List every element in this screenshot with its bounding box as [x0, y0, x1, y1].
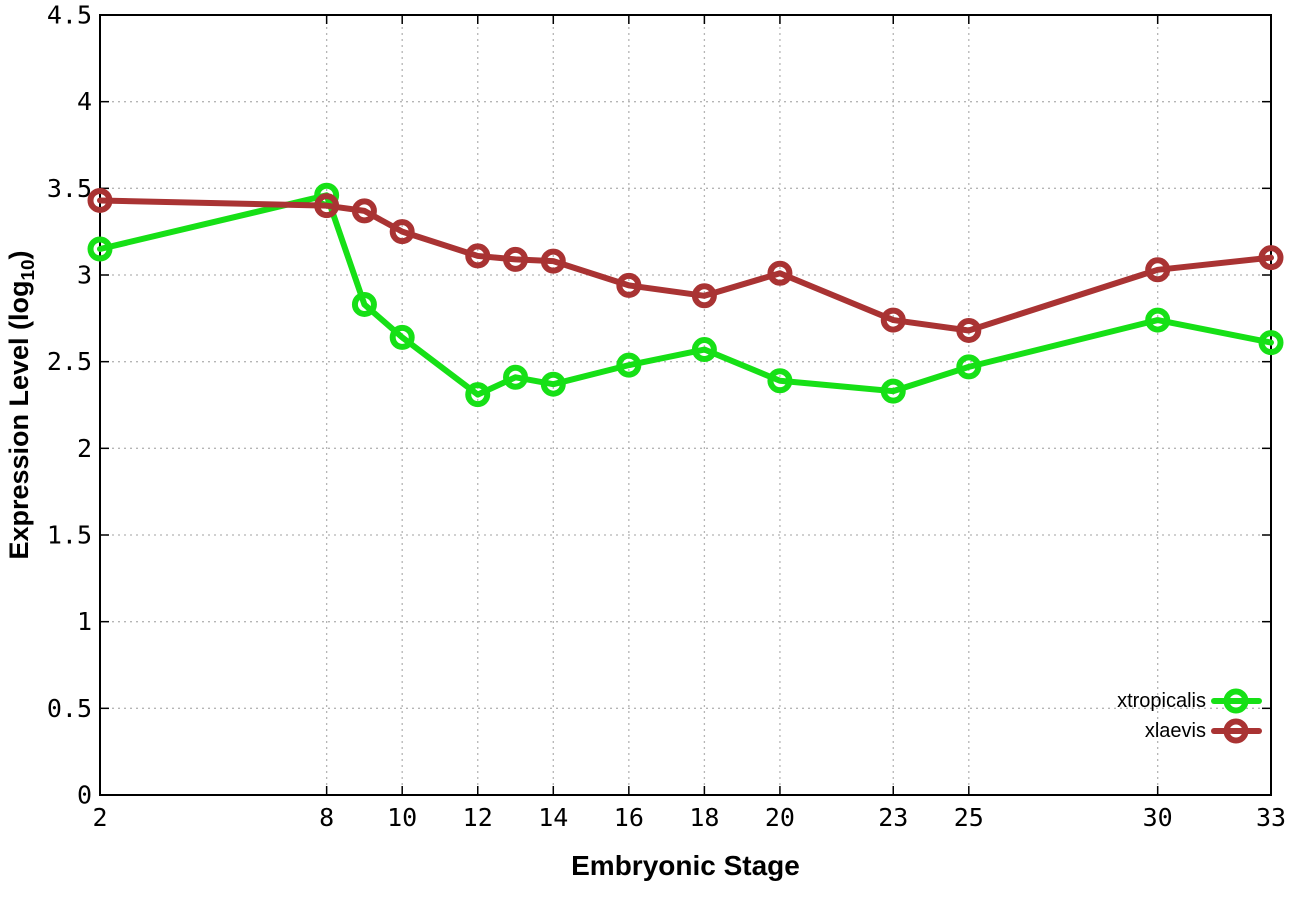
x-tick-label: 18: [689, 803, 719, 832]
x-tick-label: 2: [92, 803, 107, 832]
data-point-xlaevis: [767, 260, 793, 286]
y-tick-label: 2: [77, 434, 92, 463]
y-tick-label: 3.5: [47, 174, 92, 203]
y-axis-title-text: Expression Level (log: [3, 280, 34, 560]
x-tick-label: 14: [538, 803, 568, 832]
y-tick-label: 0: [77, 781, 92, 810]
data-point-xtropicalis: [1145, 307, 1171, 333]
x-tick-label: 12: [463, 803, 493, 832]
x-axis-title: Embryonic Stage: [571, 850, 800, 881]
data-point-xtropicalis: [767, 368, 793, 394]
legend-marker-xlaevis: [1223, 718, 1249, 744]
legend-marker-xtropicalis: [1223, 688, 1249, 714]
y-axis-title: Expression Level (log10): [4, 250, 40, 559]
data-point-xtropicalis: [503, 364, 529, 390]
x-tick-label: 33: [1256, 803, 1286, 832]
data-point-xlaevis: [956, 317, 982, 343]
x-tick-label: 8: [319, 803, 334, 832]
legend-label-xtropicalis: xtropicalis: [1117, 690, 1206, 712]
y-tick-label: 4.5: [47, 1, 92, 30]
x-tick-label: 16: [614, 803, 644, 832]
y-axis-title-subscript: 10: [18, 259, 40, 281]
data-point-xtropicalis: [691, 337, 717, 363]
data-point-xtropicalis: [351, 291, 377, 317]
y-tick-label: 1.5: [47, 521, 92, 550]
data-point-xtropicalis: [956, 354, 982, 380]
data-point-xlaevis: [540, 248, 566, 274]
data-point-xlaevis: [691, 283, 717, 309]
data-point-xlaevis: [389, 219, 415, 245]
x-tick-label: 10: [387, 803, 417, 832]
x-tick-label: 20: [765, 803, 795, 832]
data-point-xtropicalis: [465, 382, 491, 408]
y-tick-label: 0.5: [47, 694, 92, 723]
y-tick-label: 1: [77, 607, 92, 636]
data-point-xtropicalis: [389, 324, 415, 350]
data-point-xlaevis: [1145, 257, 1171, 283]
data-point-xlaevis: [880, 307, 906, 333]
data-point-xtropicalis: [540, 371, 566, 397]
data-point-xtropicalis: [1258, 330, 1284, 356]
legend-label-xlaevis: xlaevis: [1145, 720, 1206, 742]
x-tick-label: 25: [954, 803, 984, 832]
data-point-xlaevis: [465, 243, 491, 269]
data-point-xlaevis: [351, 198, 377, 224]
data-point-xtropicalis: [880, 378, 906, 404]
data-point-xlaevis: [314, 193, 340, 219]
x-tick-label: 23: [878, 803, 908, 832]
x-tick-label: 30: [1143, 803, 1173, 832]
y-tick-label: 3: [77, 261, 92, 290]
data-point-xlaevis: [1258, 245, 1284, 271]
data-point-xtropicalis: [616, 352, 642, 378]
y-tick-label: 4: [77, 87, 92, 116]
plot-border: [99, 14, 1272, 796]
data-point-xlaevis: [616, 272, 642, 298]
series-line-xlaevis: [97, 197, 1274, 334]
data-point-xtropicalis: [87, 236, 113, 262]
data-point-xlaevis: [87, 187, 113, 213]
y-tick-label: 2.5: [47, 347, 92, 376]
data-point-xlaevis: [503, 246, 529, 272]
y-axis-title-close: ): [3, 250, 34, 260]
